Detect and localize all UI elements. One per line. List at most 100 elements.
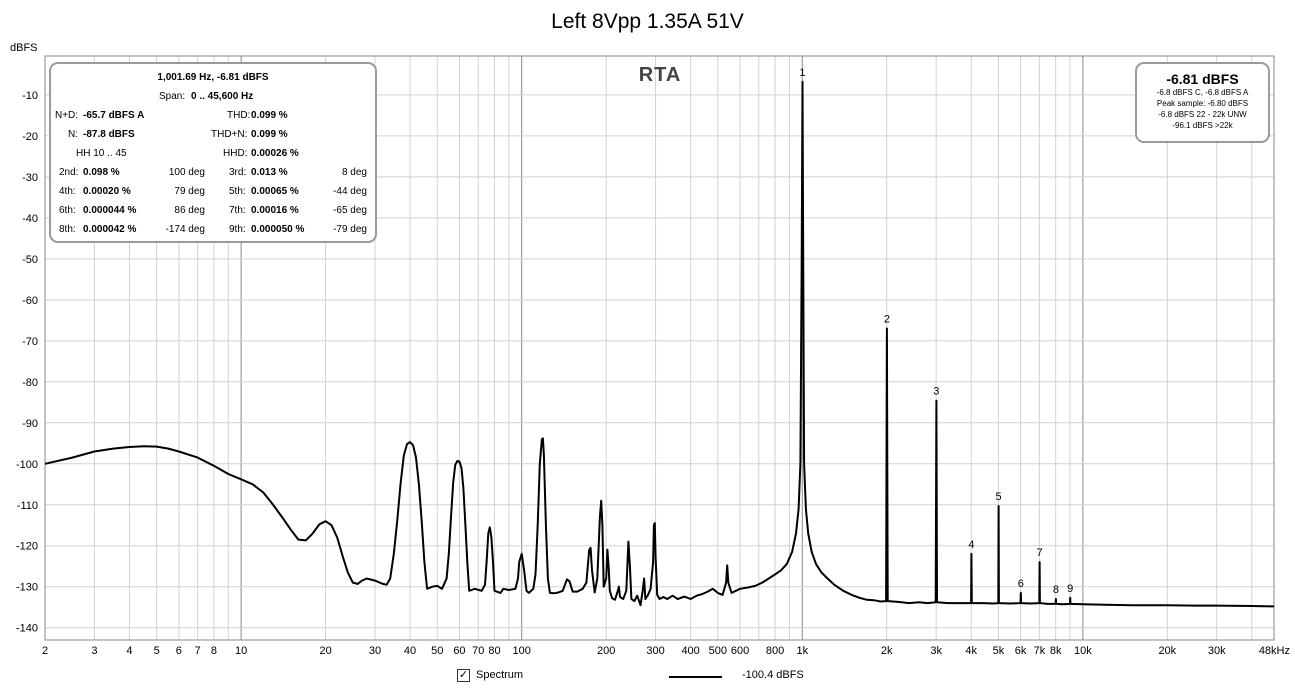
spectrum-checkbox-label[interactable]: Spectrum (476, 669, 524, 681)
spectrum-checkbox[interactable]: ✓ (457, 669, 470, 682)
span-label: Span: (159, 91, 186, 102)
thdn-label: THD+N: (211, 129, 248, 140)
info-row-span: Span: 0 .. 45,600 Hz (51, 87, 375, 106)
x-tick-label: 100 (513, 645, 531, 657)
n-label: N: (68, 129, 78, 140)
harmonic-label: 3rd: (229, 167, 247, 178)
harmonic-row: 2nd: 0.098 % 100 deg 3rd: 0.013 % 8 deg (51, 163, 375, 182)
x-tick-label: 3 (91, 645, 97, 657)
x-tick-label: 70 (472, 645, 484, 657)
x-tick-label: 7 (195, 645, 201, 657)
peak-detail-line: -6.8 dBFS 22 - 22k UNW (1158, 110, 1247, 119)
y-axis-unit: dBFS (10, 42, 38, 54)
info-row-n: N: -87.8 dBFS THD+N: 0.099 % (51, 125, 375, 144)
hh-label: HH 10 .. 45 (76, 148, 127, 159)
x-tick-label: 2 (42, 645, 48, 657)
thd-label: THD: (227, 110, 251, 121)
y-tick-label: -70 (22, 336, 38, 348)
legend-line-swatch (669, 676, 722, 678)
y-axis-ticks: -10 -20 -30 -40 -50 -60 -70 -80 -90 -100 -110 -120 -… (16, 90, 38, 635)
harmonic-phase: 8 deg (341, 167, 367, 178)
x-tick-label: 30 (369, 645, 381, 657)
x-tick-label: 10k (1074, 645, 1092, 657)
legend: ✓ Spectrum -100.4 dBFS (0, 668, 1295, 686)
y-tick-label: -90 (22, 418, 38, 430)
series-group (44, 80, 1275, 608)
harmonic-label: 9th: (229, 224, 246, 235)
harmonic-value: 0.000044 % (83, 205, 137, 216)
harmonic-phase: 79 deg (174, 186, 205, 197)
spectrum-trace (44, 80, 1275, 608)
peak-detail-line: -6.8 dBFS C, -6.8 dBFS A (1156, 88, 1249, 97)
harmonic-row: 6th: 0.000044 % 86 deg 7th: 0.00016 % -6… (51, 201, 375, 220)
y-tick-label: -30 (22, 172, 38, 184)
harmonic-phase: -44 deg (333, 186, 367, 197)
hhd-label: HHD: (223, 148, 248, 159)
nd-label: N+D: (55, 110, 79, 121)
x-tick-label: 5k (993, 645, 1005, 657)
harmonic-phase: -174 deg (165, 224, 205, 235)
x-tick-label: 8k (1050, 645, 1062, 657)
harmonic-marker-label: 9 (1067, 583, 1073, 595)
info-row-hh: HH 10 .. 45 HHD: 0.00026 % (51, 144, 375, 163)
x-axis-ticks: 2 3 4 5 6 7 8 10 20 30 40 50 60 70 80 100 200 300 400 500 60… (42, 645, 1290, 657)
harmonic-value: 0.013 % (251, 167, 288, 178)
y-tick-label: -10 (22, 90, 38, 102)
x-tick-label: 600 (731, 645, 749, 657)
harmonic-phase: 86 deg (174, 205, 205, 216)
x-tick-label: 10 (235, 645, 247, 657)
harmonic-phase: 100 deg (168, 167, 205, 178)
thdn-value: 0.099 % (251, 129, 288, 140)
harmonic-value: 0.000042 % (83, 224, 137, 235)
harmonic-label: 5th: (229, 186, 246, 197)
peak-level-panel[interactable]: -6.81 dBFS -6.8 dBFS C, -6.8 dBFS A Peak… (1135, 62, 1270, 143)
harmonic-markers: 1 2 3 4 5 6 7 8 9 (799, 67, 1073, 596)
harmonic-row: 4th: 0.00020 % 79 deg 5th: 0.00065 % -44… (51, 182, 375, 201)
x-tick-label: 4k (965, 645, 977, 657)
harmonic-row: 8th: 0.000042 % -174 deg 9th: 0.000050 %… (51, 220, 375, 239)
y-tick-label: -120 (16, 541, 38, 553)
thd-value: 0.099 % (251, 110, 288, 121)
harmonic-label: 7th: (229, 205, 246, 216)
y-tick-label: -130 (16, 582, 38, 594)
measurement-panel[interactable]: 1,001.69 Hz, -6.81 dBFS Span: 0 .. 45,60… (49, 62, 377, 243)
x-tick-label: 3k (930, 645, 942, 657)
harmonic-value: 0.098 % (83, 167, 120, 178)
harmonic-marker-label: 4 (968, 539, 974, 551)
x-tick-label: 6k (1015, 645, 1027, 657)
rta-label: RTA (638, 64, 682, 86)
peak-level-value: -6.81 dBFS (1166, 71, 1239, 87)
nd-value: -65.7 dBFS A (83, 110, 145, 121)
harmonic-label: 2nd: (59, 167, 79, 178)
harmonic-value: 0.00020 % (83, 186, 131, 197)
harmonic-marker-label: 2 (884, 314, 890, 326)
peak-detail-line: -96.1 dBFS >22k (1172, 121, 1233, 130)
x-tick-label: 4 (126, 645, 132, 657)
legend-series-value: -100.4 dBFS (742, 669, 804, 681)
harmonic-label: 8th: (59, 224, 76, 235)
x-tick-label: 6 (176, 645, 182, 657)
harmonic-marker-label: 5 (996, 491, 1002, 503)
peak-detail-line: Peak sample: -6.80 dBFS (1156, 99, 1249, 108)
x-tick-label: 800 (766, 645, 784, 657)
x-tick-label: 30k (1208, 645, 1226, 657)
info-row-peak: 1,001.69 Hz, -6.81 dBFS (51, 68, 375, 87)
harmonic-phase: -79 deg (333, 224, 367, 235)
harmonic-value: 0.00065 % (251, 186, 299, 197)
x-tick-label: 20 (319, 645, 331, 657)
x-tick-label: 80 (488, 645, 500, 657)
x-tick-label: 20k (1158, 645, 1176, 657)
y-tick-label: -20 (22, 131, 38, 143)
y-tick-label: -40 (22, 213, 38, 225)
hhd-value: 0.00026 % (251, 148, 299, 159)
harmonic-marker-label: 7 (1037, 547, 1043, 559)
y-tick-label: -80 (22, 377, 38, 389)
x-tick-label: 400 (681, 645, 699, 657)
harmonic-label: 6th: (59, 205, 76, 216)
harmonic-value: 0.000050 % (251, 224, 305, 235)
y-tick-label: -50 (22, 254, 38, 266)
x-tick-label: 8 (211, 645, 217, 657)
x-tick-label: 1k (796, 645, 808, 657)
x-tick-label: 5 (154, 645, 160, 657)
harmonic-marker-label: 6 (1018, 578, 1024, 590)
